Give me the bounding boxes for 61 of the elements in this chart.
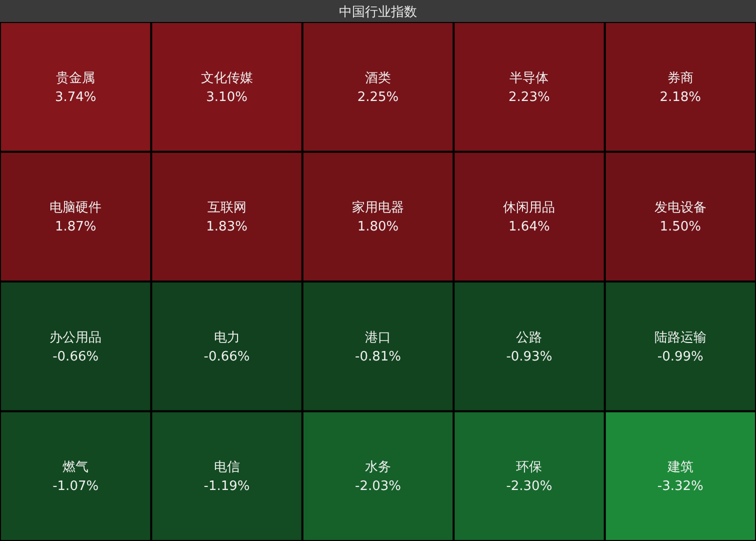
tile: 互联网 1.83%: [151, 152, 302, 282]
tile: 休闲用品 1.64%: [454, 152, 605, 282]
data-label: -0.93%: [506, 349, 552, 364]
tile: 半导体 2.23%: [454, 22, 605, 152]
tile: 文化传媒 3.10%: [151, 22, 302, 152]
category-label: 休闲用品: [503, 200, 556, 216]
data-label: 1.83%: [206, 220, 248, 235]
data-label: 2.25%: [357, 90, 399, 105]
category-label: 酒类: [365, 70, 391, 86]
tile: 陆路运输 -0.99%: [604, 282, 756, 412]
category-label: 燃气: [62, 460, 89, 476]
category-label: 公路: [516, 330, 542, 346]
category-label: 家用电器: [352, 200, 404, 216]
data-label: 1.50%: [660, 220, 702, 235]
category-label: 电脑硬件: [50, 200, 102, 216]
data-label: -3.32%: [657, 479, 704, 494]
data-label: -2.30%: [506, 479, 552, 494]
data-label: 1.87%: [54, 220, 96, 235]
tile: 发电设备 1.50%: [604, 152, 756, 282]
category-label: 互联网: [207, 200, 246, 216]
tile: 环保 -2.30%: [454, 411, 605, 541]
category-label: 贵金属: [56, 70, 96, 86]
tile: 港口 -0.81%: [302, 282, 454, 412]
category-label: 半导体: [510, 70, 549, 86]
category-label: 券商: [667, 70, 694, 86]
tile: 办公用品 -0.66%: [0, 282, 152, 412]
data-label: -1.19%: [204, 479, 250, 494]
category-label: 文化传媒: [200, 70, 253, 86]
category-label: 建筑: [666, 460, 694, 476]
data-label: 1.80%: [357, 220, 399, 235]
tile: 电力 -0.66%: [151, 282, 302, 412]
tile: 燃气 -1.07%: [0, 411, 152, 541]
category-label: 电力: [214, 330, 240, 346]
data-label: -1.07%: [52, 479, 99, 494]
data-label: -2.03%: [355, 479, 401, 494]
tile: 券商 2.18%: [604, 22, 756, 152]
category-label: 发电设备: [654, 200, 706, 216]
category-label: 环保: [516, 460, 542, 476]
category-label: 水务: [365, 460, 391, 476]
tile: 公路 -0.93%: [454, 282, 605, 412]
category-label: 陆路运输: [654, 330, 706, 346]
data-label: 3.74%: [54, 90, 96, 105]
data-label: -0.66%: [204, 349, 250, 364]
text: 中国行业指数: [339, 5, 417, 20]
tile: 贵金属 3.74%: [0, 22, 152, 152]
data-label: 3.10%: [206, 90, 248, 105]
data-label: 2.18%: [660, 90, 702, 105]
data-label: -0.81%: [355, 349, 401, 364]
tile: 电信 -1.19%: [151, 411, 302, 541]
category-label: 办公用品: [50, 330, 102, 346]
tile: 电脑硬件 1.87%: [0, 152, 152, 282]
tile: 酒类 2.25%: [302, 22, 454, 152]
data-label: 2.23%: [508, 90, 550, 105]
tile: 家用电器 1.80%: [302, 152, 454, 282]
tile: 建筑 -3.32%: [604, 411, 756, 541]
data-label: 1.64%: [508, 220, 550, 235]
category-label: 电信: [214, 460, 240, 476]
data-label: -0.66%: [52, 349, 99, 364]
data-label: -0.99%: [657, 349, 704, 364]
category-label: 港口: [365, 330, 391, 346]
tile: 水务 -2.03%: [302, 411, 454, 541]
